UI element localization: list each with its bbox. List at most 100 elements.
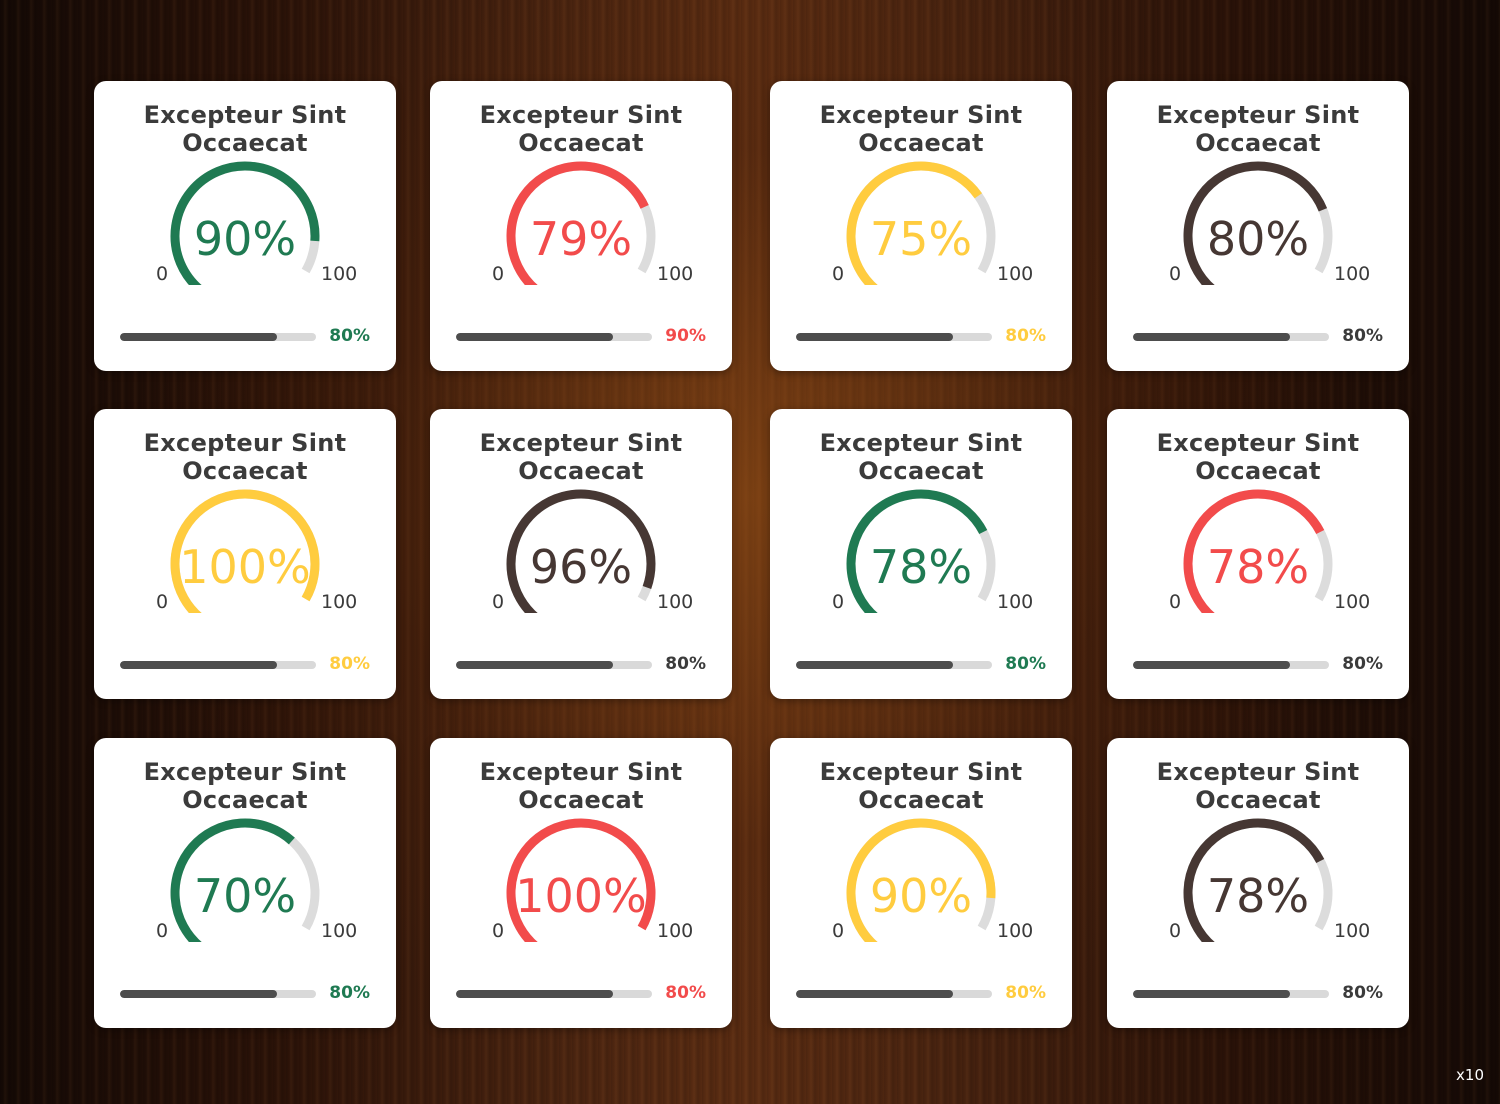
gauge-min-label: 0 xyxy=(832,591,845,613)
gauge-value: 90% xyxy=(869,869,973,923)
gauge-card: Excepteur Sint Occaecat 78% 0 100 80% xyxy=(770,409,1072,699)
gauge-base-mask xyxy=(154,942,336,962)
progress-bar xyxy=(796,990,992,998)
progress-bar-fill xyxy=(120,990,277,998)
gauge-min-label: 0 xyxy=(1169,920,1182,942)
gauge-min-label: 0 xyxy=(492,591,505,613)
gauge-max-label: 100 xyxy=(657,263,694,285)
progress-bar xyxy=(1133,333,1329,341)
gauge-card: Excepteur Sint Occaecat 90% 0 100 80% xyxy=(770,738,1072,1028)
gauge-min-label: 0 xyxy=(832,263,845,285)
gauge-fill xyxy=(170,161,320,289)
gauge-arc xyxy=(846,489,996,617)
progress-bar xyxy=(1133,661,1329,669)
gauge-fill xyxy=(1183,489,1325,617)
gauge-value: 96% xyxy=(529,540,633,594)
progress-bar xyxy=(456,990,652,998)
progress-bar-fill xyxy=(456,333,613,341)
gauge-base-mask xyxy=(830,613,1012,633)
gauge-value: 90% xyxy=(193,212,297,266)
gauge-arc xyxy=(170,161,320,289)
progress-percent-label: 80% xyxy=(1342,326,1383,346)
progress-percent-label: 80% xyxy=(1005,326,1046,346)
progress-bar-fill xyxy=(796,661,953,669)
progress-percent-label: 90% xyxy=(665,326,706,346)
progress-bar xyxy=(120,333,316,341)
gauge: 90% 0 100 xyxy=(830,818,1033,946)
progress-bar-fill xyxy=(796,333,953,341)
progress-percent-label: 80% xyxy=(329,654,370,674)
gauge-arc xyxy=(1183,489,1333,617)
progress-bar xyxy=(796,333,992,341)
gauge-value: 78% xyxy=(1206,869,1310,923)
gauge-min-label: 0 xyxy=(1169,591,1182,613)
gauge-max-label: 100 xyxy=(321,591,358,613)
card-title: Excepteur Sint Occaecat xyxy=(819,429,1023,485)
progress-bar-fill xyxy=(120,333,277,341)
card-title: Excepteur Sint Occaecat xyxy=(143,101,347,157)
gauge: 78% 0 100 xyxy=(1167,818,1370,946)
gauge-max-label: 100 xyxy=(321,920,358,942)
gauge-fill xyxy=(506,489,656,617)
gauge-value: 79% xyxy=(529,212,633,266)
card-title: Excepteur Sint Occaecat xyxy=(143,758,347,814)
gauge-fill xyxy=(506,818,656,946)
gauge-max-label: 100 xyxy=(997,263,1034,285)
gauge-value: 100% xyxy=(179,540,311,594)
gauge-card: Excepteur Sint Occaecat 78% 0 100 80% xyxy=(1107,738,1409,1028)
gauge-value: 78% xyxy=(1206,540,1310,594)
progress-percent-label: 80% xyxy=(665,654,706,674)
gauge-card: Excepteur Sint Occaecat 100% 0 100 80% xyxy=(430,738,732,1028)
card-title: Excepteur Sint Occaecat xyxy=(479,429,683,485)
card-title: Excepteur Sint Occaecat xyxy=(479,758,683,814)
progress-percent-label: 80% xyxy=(1342,983,1383,1003)
gauge-base-mask xyxy=(490,942,672,962)
progress-bar-fill xyxy=(456,990,613,998)
gauge-fill xyxy=(170,489,320,617)
gauge-min-label: 0 xyxy=(832,920,845,942)
gauge-fill xyxy=(1183,818,1325,946)
gauge-arc xyxy=(846,161,996,289)
gauge-arc xyxy=(170,489,320,617)
gauge-fill xyxy=(506,161,649,289)
gauge-card: Excepteur Sint Occaecat 80% 0 100 80% xyxy=(1107,81,1409,371)
gauge-max-label: 100 xyxy=(997,591,1034,613)
card-title: Excepteur Sint Occaecat xyxy=(479,101,683,157)
progress-bar xyxy=(120,661,316,669)
card-title: Excepteur Sint Occaecat xyxy=(1156,758,1360,814)
progress-bar xyxy=(1133,990,1329,998)
progress-percent-label: 80% xyxy=(1005,983,1046,1003)
progress-percent-label: 80% xyxy=(665,983,706,1003)
card-title: Excepteur Sint Occaecat xyxy=(819,101,1023,157)
card-title: Excepteur Sint Occaecat xyxy=(1156,101,1360,157)
gauge-card: Excepteur Sint Occaecat 70% 0 100 80% xyxy=(94,738,396,1028)
gauge-max-label: 100 xyxy=(1334,591,1371,613)
gauge-arc xyxy=(846,818,996,946)
gauge-fill xyxy=(846,818,996,946)
gauge-base-mask xyxy=(1167,285,1349,305)
gauge-base-mask xyxy=(830,285,1012,305)
gauge: 80% 0 100 xyxy=(1167,161,1370,289)
gauge-arc xyxy=(1183,818,1333,946)
progress-bar xyxy=(796,661,992,669)
gauge-base-mask xyxy=(1167,942,1349,962)
gauge-arc xyxy=(1183,161,1333,289)
gauge-max-label: 100 xyxy=(1334,920,1371,942)
progress-bar xyxy=(120,990,316,998)
progress-percent-label: 80% xyxy=(329,983,370,1003)
gauge-max-label: 100 xyxy=(997,920,1034,942)
progress-bar-fill xyxy=(1133,661,1290,669)
gauge-fill xyxy=(846,489,988,617)
gauge: 100% 0 100 xyxy=(154,489,357,617)
gauge-base-mask xyxy=(154,613,336,633)
card-title: Excepteur Sint Occaecat xyxy=(819,758,1023,814)
gauge: 96% 0 100 xyxy=(490,489,693,617)
corner-label: x10 xyxy=(1456,1066,1484,1084)
gauge: 90% 0 100 xyxy=(154,161,357,289)
gauge-arc xyxy=(506,489,656,617)
progress-bar-fill xyxy=(120,661,277,669)
gauge-card: Excepteur Sint Occaecat 79% 0 100 90% xyxy=(430,81,732,371)
gauge-value: 80% xyxy=(1206,212,1310,266)
gauge-max-label: 100 xyxy=(321,263,358,285)
progress-percent-label: 80% xyxy=(1342,654,1383,674)
